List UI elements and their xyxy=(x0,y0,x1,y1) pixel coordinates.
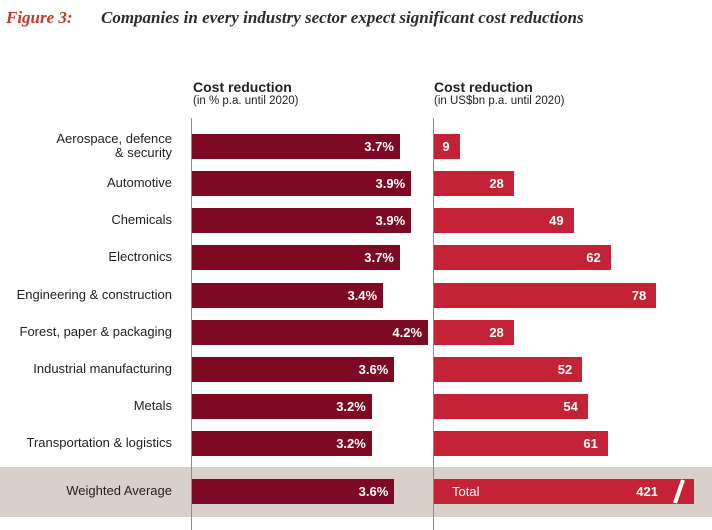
bar-usd xyxy=(434,245,611,270)
data-label-usd: 52 xyxy=(557,362,573,377)
bar-usd xyxy=(434,208,574,233)
bar-usd xyxy=(434,283,657,308)
bar-percent xyxy=(192,320,429,345)
category-label: Automotive xyxy=(106,175,172,190)
data-label-usd: 28 xyxy=(489,176,504,191)
data-label-usd: 9 xyxy=(442,139,450,154)
right-panel-subtitle: (in US$bn p.a. until 2020) xyxy=(434,95,565,107)
category-label: Aerospace, defence & security xyxy=(56,131,172,160)
left-panel-subtitle: (in % p.a. until 2020) xyxy=(193,95,299,107)
bar-usd xyxy=(434,134,460,159)
data-label-usd: 61 xyxy=(583,436,598,451)
data-label-percent: 3.9% xyxy=(375,213,406,228)
data-label-percent: 3.7% xyxy=(364,139,394,154)
data-label-usd: 62 xyxy=(586,250,601,265)
data-label-usd: 54 xyxy=(563,399,578,414)
category-label: Electronics xyxy=(108,249,172,264)
category-label: Weighted Average xyxy=(66,483,172,498)
bar-usd xyxy=(434,320,514,345)
category-label: Chemicals xyxy=(111,212,172,227)
bar-percent xyxy=(192,394,372,419)
category-label: Metals xyxy=(133,398,172,413)
bar-percent xyxy=(192,171,412,196)
axis-break-icon xyxy=(673,479,685,504)
data-label-usd: 49 xyxy=(549,213,564,228)
bar-percent xyxy=(192,479,395,504)
total-label: Total xyxy=(452,484,480,499)
bar-usd xyxy=(434,394,588,419)
left-panel-heading: Cost reduction (in % p.a. until 2020) xyxy=(193,80,298,108)
category-label: Industrial manufacturing xyxy=(33,361,172,376)
bar-percent xyxy=(192,134,400,159)
figure-label: Figure 3: xyxy=(6,8,73,27)
bar-percent xyxy=(192,245,400,270)
bar-usd xyxy=(434,357,583,382)
data-label-percent: 4.2% xyxy=(392,325,423,340)
left-axis-line xyxy=(191,118,192,530)
bar-total xyxy=(434,479,694,504)
data-label-percent: 3.2% xyxy=(336,399,366,414)
bar-percent xyxy=(192,283,384,308)
data-label-usd: 28 xyxy=(489,325,504,340)
bar-usd xyxy=(434,431,608,456)
data-label-percent: 3.9% xyxy=(375,176,406,191)
category-label: Engineering & construction xyxy=(16,287,172,302)
right-axis-line xyxy=(433,118,434,530)
bar-usd xyxy=(434,171,514,196)
data-label-percent: 3.6% xyxy=(358,362,389,377)
data-label-percent: 3.7% xyxy=(364,250,394,265)
left-panel-title: Cost reduction xyxy=(193,79,292,95)
data-label-usd: 78 xyxy=(631,288,647,303)
data-label-percent: 3.6% xyxy=(358,484,389,499)
right-panel-heading: Cost reduction (in US$bn p.a. until 2020… xyxy=(434,80,564,108)
bar-percent xyxy=(192,208,412,233)
bar-percent xyxy=(192,357,395,382)
right-panel-title: Cost reduction xyxy=(434,79,533,95)
data-label-percent: 3.2% xyxy=(336,436,366,451)
figure-title: Companies in every industry sector expec… xyxy=(101,8,584,27)
category-label: Transportation & logistics xyxy=(26,435,172,450)
data-label-total: 421 xyxy=(636,484,658,499)
data-label-percent: 3.4% xyxy=(347,288,378,303)
bar-percent xyxy=(192,431,372,456)
category-label: Forest, paper & packaging xyxy=(19,324,172,339)
